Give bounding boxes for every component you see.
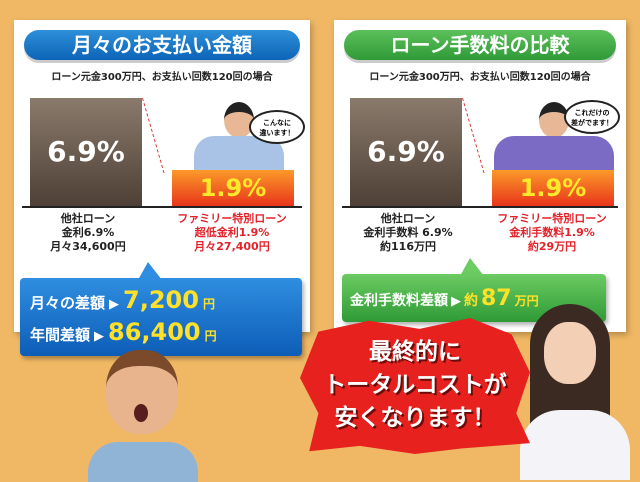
caption-line: 約116万円 <box>380 240 436 253</box>
speech-bubble: これだけの 差がでます！ <box>564 100 620 134</box>
other-loan-caption: 他社ローン 金利6.9% 月々34,600円 <box>18 212 158 254</box>
fee-diff-value: 87 <box>481 286 512 311</box>
caption-line: 金利6.9% <box>61 226 115 239</box>
burst-line: 最終的に <box>369 339 461 365</box>
monthly-difference-box: 月々の差額 ▶ 7,200 円 年間差額 ▶ 86,400 円 <box>20 278 302 356</box>
arrow-icon: ▶ <box>109 297 120 312</box>
family-rate-bar: 1.9% <box>172 170 294 206</box>
caption-line: ファミリー特別ローン <box>177 212 287 225</box>
family-rate-bar: 1.9% <box>492 170 614 206</box>
approx-prefix: 約 <box>464 293 478 309</box>
caption-line: 金利手数料1.9% <box>509 226 595 239</box>
monthly-diff-value: 7,200 <box>123 286 199 314</box>
baseline <box>22 206 302 208</box>
unit: 円 <box>202 297 215 311</box>
panel-subtitle: ローン元金300万円、お支払い回数120回の場合 <box>51 72 273 83</box>
callout-pointer <box>460 258 484 276</box>
other-rate-bar: 6.9% <box>350 98 462 206</box>
burst-line: トータルコストが <box>323 372 507 398</box>
total-cost-burst: 最終的に トータルコストが 安くなります！ <box>300 318 530 454</box>
family-loan-caption: ファミリー特別ローン 超低金利1.9% 月々27,400円 <box>162 212 302 254</box>
dashed-line <box>462 98 486 173</box>
yearly-diff-label: 年間差額 <box>30 326 91 344</box>
arrow-icon: ▶ <box>94 329 105 344</box>
other-rate-bar: 6.9% <box>30 98 142 206</box>
caption-line: 超低金利1.9% <box>194 226 270 239</box>
caption-line: 約29万円 <box>527 240 577 253</box>
man-photo <box>194 98 284 170</box>
callout-pointer <box>138 262 162 280</box>
surprised-boy-photo <box>88 350 198 482</box>
fee-diff-label: 金利手数料差額 <box>350 293 448 309</box>
burst-line: 安くなります！ <box>334 405 496 431</box>
caption-line: 他社ローン <box>380 212 436 225</box>
caption-line: ファミリー特別ローン <box>497 212 607 225</box>
man-photo <box>494 98 614 170</box>
caption-line: 金利手数料 6.9% <box>363 226 453 239</box>
panel-title: 月々のお支払い金額 <box>24 30 300 60</box>
yearly-diff-value: 86,400 <box>108 318 201 346</box>
caption-line: 他社ローン <box>60 212 116 225</box>
speech-bubble: こんなに 違います！ <box>249 110 305 144</box>
monthly-payment-panel: 月々のお支払い金額 ローン元金300万円、お支払い回数120回の場合 6.9% … <box>14 20 310 332</box>
caption-line: 月々27,400円 <box>194 240 270 253</box>
caption-line: 月々34,600円 <box>50 240 126 253</box>
monthly-diff-label: 月々の差額 <box>30 294 106 312</box>
pointing-woman-photo <box>520 300 630 480</box>
arrow-icon: ▶ <box>451 294 461 309</box>
dashed-line <box>142 98 166 173</box>
family-loan-caption: ファミリー特別ローン 金利手数料1.9% 約29万円 <box>482 212 622 254</box>
panel-title: ローン手数料の比較 <box>344 30 616 60</box>
baseline <box>342 206 618 208</box>
unit: 万円 <box>514 294 539 308</box>
unit: 円 <box>204 329 217 343</box>
panel-subtitle: ローン元金300万円、お支払い回数120回の場合 <box>369 72 591 83</box>
other-loan-caption: 他社ローン 金利手数料 6.9% 約116万円 <box>338 212 478 254</box>
